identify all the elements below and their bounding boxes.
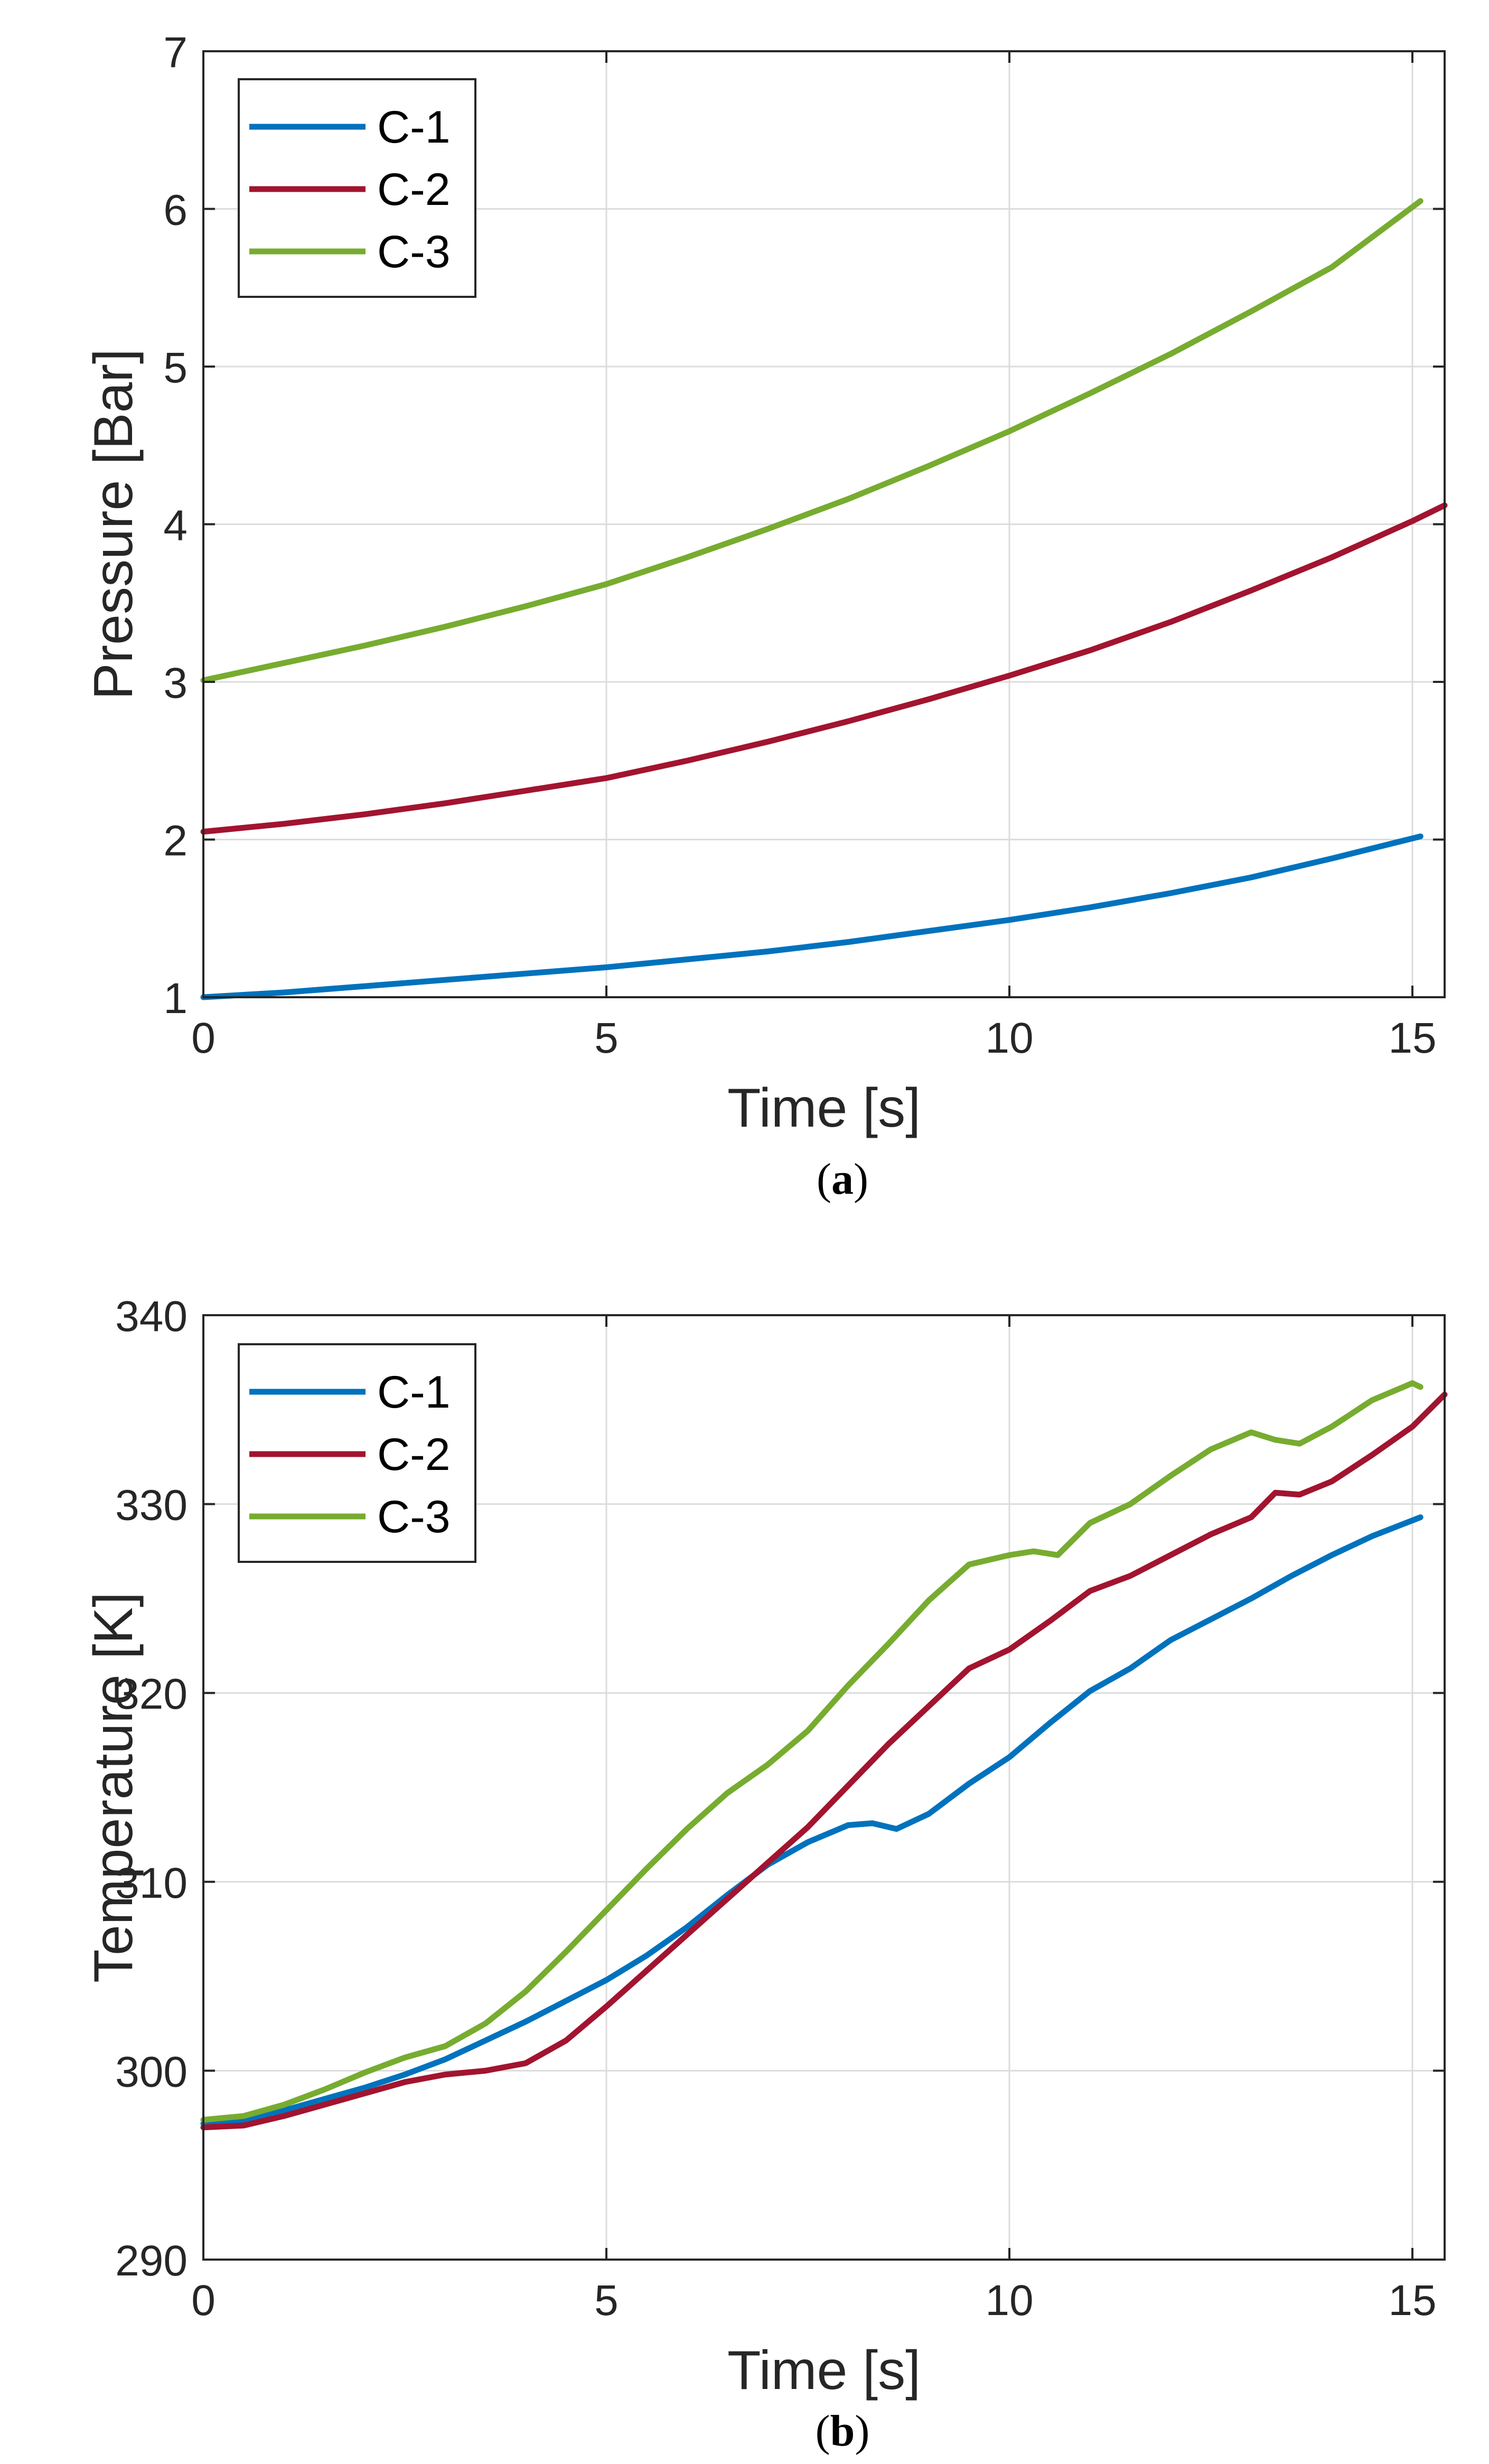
- panel-a-series-line-c-2: [200, 502, 1448, 835]
- panel-a-legend-label-c-1: C-1: [377, 102, 451, 153]
- panel-a-y-tick-label: 4: [163, 502, 188, 550]
- panel-b-y-ticks: 290 300 310 320 330 340: [115, 1292, 1445, 2285]
- panel-b-x-ticks: 0 5 10 15: [191, 1315, 1437, 2325]
- panel-a-pressure-chart: 0 5 10 15 1 2 3 4 5 6 7 Time [s] Pressure [Bar] C…: [83, 29, 1448, 1204]
- panel-b-y-tick-label: 310: [115, 1859, 188, 1907]
- panel-a-legend-label-c-3: C-3: [377, 227, 451, 277]
- panel-b-x-tick-label: 15: [1388, 2276, 1436, 2325]
- panel-a-y-tick-label: 6: [163, 186, 188, 235]
- panel-a-series-line-c-1: [200, 833, 1424, 1000]
- panel-a-x-tick-label: 5: [594, 1014, 619, 1062]
- panel-a-x-tick-label: 0: [191, 1014, 216, 1062]
- panel-b-legend: C-1 C-2 C-3: [238, 1343, 476, 1563]
- panel-b-temperature-chart: 0 5 10 15 290 300 310 320 330 340 Time [s] Tempe…: [83, 1292, 1448, 2456]
- panel-b-legend-label-c-1: C-1: [377, 1367, 451, 1418]
- panel-b-series-line-c-3: [200, 1380, 1424, 2123]
- panel-b-y-tick-label: 340: [115, 1292, 188, 1341]
- panel-b-x-tick-label: 0: [191, 2276, 216, 2325]
- panel-b-plot-frame: [202, 1314, 1446, 2261]
- panel-b-y-tick-label: 290: [115, 2237, 188, 2285]
- panel-b-series-line-c-1: [200, 1514, 1424, 2126]
- panel-a-x-tick-label: 15: [1388, 1014, 1436, 1062]
- panel-a-y-tick-label: 1: [163, 975, 188, 1023]
- panel-a-y-tick-label: 7: [163, 29, 188, 77]
- panel-b-x-tick-label: 5: [594, 2276, 619, 2325]
- panel-b-y-tick-label: 330: [115, 1482, 188, 1530]
- panel-a-y-tick-label: 2: [163, 817, 188, 865]
- panel-a-y-tick-label: 5: [163, 344, 188, 392]
- panel-b-y-tick-label: 300: [115, 2048, 188, 2096]
- panel-b-y-axis-label: Temperature [K]: [83, 1592, 144, 1983]
- panel-b-x-axis-label: Time [s]: [727, 2340, 921, 2401]
- panel-a-legend: C-1 C-2 C-3: [238, 78, 476, 298]
- panel-b-x-tick-label: 10: [985, 2276, 1033, 2325]
- panel-b-caption: (b): [816, 2406, 870, 2456]
- panel-a-series-lines: [200, 198, 1448, 1000]
- panel-b-legend-label-c-3: C-3: [377, 1492, 451, 1542]
- panel-a-x-axis-label: Time [s]: [727, 1078, 921, 1139]
- panel-a-series-line-c-3: [200, 198, 1424, 683]
- panel-a-caption: (a): [817, 1155, 868, 1204]
- panel-b-series-line-c-2: [200, 1391, 1448, 2131]
- panel-a-legend-label-c-2: C-2: [377, 164, 451, 215]
- panel-a-y-ticks: 1 2 3 4 5 6 7: [163, 29, 1445, 1023]
- panel-a-x-ticks: 0 5 10 15: [191, 51, 1437, 1062]
- panel-a-x-tick-label: 10: [985, 1014, 1033, 1062]
- panel-a-y-tick-label: 3: [163, 659, 188, 707]
- panel-b-series-lines: [200, 1380, 1448, 2131]
- panel-b-legend-label-c-2: C-2: [377, 1429, 451, 1480]
- panel-b-y-tick-label: 320: [115, 1670, 188, 1718]
- panel-a-y-axis-label: Pressure [Bar]: [83, 349, 144, 700]
